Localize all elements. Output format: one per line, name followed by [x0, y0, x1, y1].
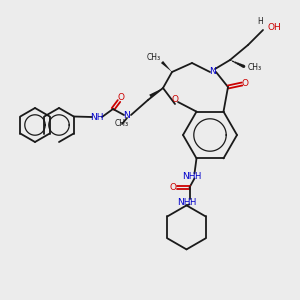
Text: H: H [194, 172, 201, 181]
Text: N: N [124, 110, 130, 119]
Text: OH: OH [268, 22, 282, 32]
Text: CH₃: CH₃ [248, 62, 262, 71]
Text: H: H [189, 198, 196, 207]
Text: NH: NH [177, 198, 190, 207]
Text: O: O [118, 94, 124, 103]
Text: O: O [169, 183, 176, 192]
Text: O: O [242, 80, 248, 88]
Polygon shape [149, 88, 163, 97]
Text: NH: NH [90, 112, 104, 122]
Text: CH₃: CH₃ [115, 118, 129, 127]
Text: N: N [210, 68, 216, 76]
Polygon shape [161, 61, 172, 72]
Text: CH₃: CH₃ [147, 52, 161, 62]
Text: H: H [257, 17, 263, 26]
Text: O: O [172, 95, 178, 104]
Text: NH: NH [182, 172, 195, 181]
